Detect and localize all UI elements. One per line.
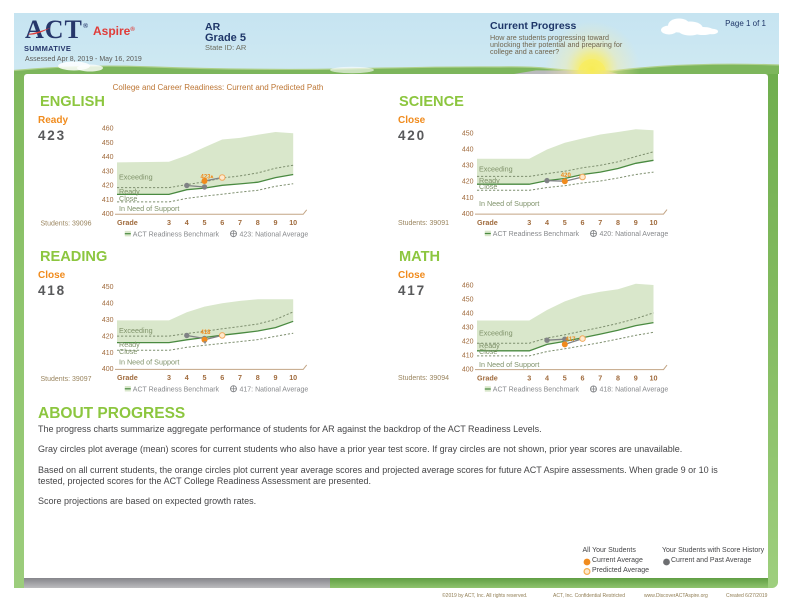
svg-text:Ready: Ready	[119, 340, 140, 349]
svg-text:In Need of Support: In Need of Support	[119, 204, 179, 213]
svg-text:6: 6	[581, 373, 585, 382]
svg-text:Ready: Ready	[119, 187, 140, 196]
svg-text:420: 420	[102, 183, 114, 190]
svg-text:450: 450	[102, 140, 114, 147]
svg-text:417: National Average: 417: National Average	[240, 387, 309, 394]
svg-text:In Need of Support: In Need of Support	[479, 360, 539, 369]
svg-text:410: 410	[102, 197, 114, 204]
svg-text:10: 10	[650, 373, 658, 382]
svg-text:10: 10	[289, 373, 297, 382]
svg-text:3: 3	[167, 218, 171, 227]
svg-text:440: 440	[462, 147, 474, 154]
svg-text:Grade: Grade	[117, 218, 138, 227]
svg-text:4: 4	[185, 218, 189, 227]
svg-text:4: 4	[545, 373, 549, 382]
svg-text:Grade: Grade	[477, 373, 498, 382]
svg-text:440: 440	[102, 301, 114, 308]
svg-text:Close: Close	[479, 182, 497, 191]
svg-text:3: 3	[527, 218, 531, 227]
svg-text:460: 460	[462, 283, 474, 290]
svg-text:450: 450	[102, 284, 114, 291]
svg-text:410: 410	[462, 195, 474, 202]
svg-text:5: 5	[203, 218, 207, 227]
svg-text:6: 6	[581, 218, 585, 227]
svg-text:417: 417	[565, 337, 576, 343]
svg-text:420: 420	[462, 179, 474, 186]
svg-text:In Need of Support: In Need of Support	[479, 199, 539, 208]
svg-text:430: 430	[462, 325, 474, 332]
svg-text:430: 430	[102, 168, 114, 175]
svg-text:8: 8	[616, 373, 620, 382]
svg-text:400: 400	[462, 211, 474, 218]
svg-text:460: 460	[102, 126, 114, 133]
svg-text:Students: 39091: Students: 39091	[398, 220, 449, 227]
svg-text:Grade: Grade	[117, 373, 138, 382]
svg-text:Exceeding: Exceeding	[479, 329, 513, 338]
svg-text:418: 418	[200, 330, 211, 336]
svg-text:Close: Close	[119, 194, 137, 203]
svg-text:420: National Average: 420: National Average	[600, 231, 669, 238]
svg-text:ACT Readiness Benchmark: ACT Readiness Benchmark	[493, 231, 580, 238]
svg-text:Close: Close	[119, 347, 137, 356]
svg-text:Exceeding: Exceeding	[119, 173, 153, 182]
svg-text:8: 8	[616, 218, 620, 227]
svg-text:400: 400	[462, 366, 474, 373]
svg-text:3: 3	[167, 373, 171, 382]
svg-text:420: 420	[462, 339, 474, 346]
svg-text:423: 423	[200, 175, 211, 181]
svg-text:Students: 39097: Students: 39097	[41, 376, 92, 383]
svg-text:8: 8	[256, 373, 260, 382]
svg-text:410: 410	[102, 350, 114, 357]
svg-text:Students: 39096: Students: 39096	[41, 221, 92, 228]
svg-text:430: 430	[462, 163, 474, 170]
svg-text:400: 400	[102, 366, 114, 373]
svg-text:7: 7	[598, 373, 602, 382]
svg-text:6: 6	[220, 373, 224, 382]
svg-text:In Need of Support: In Need of Support	[119, 358, 179, 367]
svg-text:ACT Readiness Benchmark: ACT Readiness Benchmark	[133, 231, 220, 238]
svg-text:420: 420	[561, 173, 572, 179]
svg-text:9: 9	[274, 218, 278, 227]
svg-text:6: 6	[220, 218, 224, 227]
svg-text:3: 3	[527, 373, 531, 382]
svg-text:5: 5	[203, 373, 207, 382]
svg-text:ACT Readiness Benchmark: ACT Readiness Benchmark	[133, 387, 220, 394]
svg-text:5: 5	[563, 218, 567, 227]
svg-text:440: 440	[462, 311, 474, 318]
svg-text:420: 420	[102, 333, 114, 340]
svg-text:423: National Average: 423: National Average	[240, 231, 309, 238]
svg-text:9: 9	[634, 218, 638, 227]
svg-text:Close: Close	[479, 347, 497, 356]
svg-text:7: 7	[238, 218, 242, 227]
svg-text:430: 430	[102, 317, 114, 324]
svg-text:410: 410	[462, 352, 474, 359]
svg-text:Exceeding: Exceeding	[479, 165, 513, 174]
svg-text:10: 10	[289, 218, 297, 227]
svg-text:400: 400	[102, 211, 114, 218]
svg-text:10: 10	[650, 218, 658, 227]
svg-text:Ready: Ready	[479, 341, 500, 350]
svg-text:9: 9	[634, 373, 638, 382]
svg-text:7: 7	[238, 373, 242, 382]
svg-text:7: 7	[598, 218, 602, 227]
svg-text:5: 5	[563, 373, 567, 382]
svg-text:Students: 39094: Students: 39094	[398, 375, 449, 382]
svg-text:450: 450	[462, 130, 474, 137]
svg-text:4: 4	[185, 373, 189, 382]
svg-text:418: National Average: 418: National Average	[600, 387, 669, 394]
svg-text:450: 450	[462, 297, 474, 304]
svg-text:Exceeding: Exceeding	[119, 326, 153, 335]
svg-text:Grade: Grade	[477, 218, 498, 227]
svg-text:440: 440	[102, 154, 114, 161]
svg-text:8: 8	[256, 218, 260, 227]
svg-text:9: 9	[274, 373, 278, 382]
svg-text:4: 4	[545, 218, 549, 227]
svg-text:ACT Readiness Benchmark: ACT Readiness Benchmark	[493, 387, 580, 394]
svg-text:Ready: Ready	[479, 176, 500, 185]
